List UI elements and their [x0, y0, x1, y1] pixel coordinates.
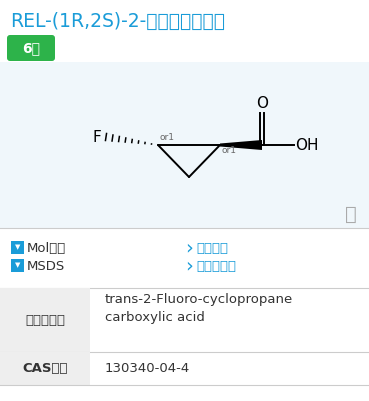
Text: ›: › [185, 239, 193, 257]
Bar [11, 259, 24, 272]
Text: OH: OH [295, 138, 318, 152]
Bar [11, 241, 24, 254]
Text: CAS号：: CAS号： [22, 362, 68, 375]
Text: REL-(1R,2S)-2-氟代环丙烷缧酸: REL-(1R,2S)-2-氟代环丙烷缧酸 [10, 12, 225, 31]
Text: 化学性质: 化学性质 [196, 241, 228, 255]
Text: carboxylic acid: carboxylic acid [105, 312, 205, 324]
Text: 国外供应商: 国外供应商 [196, 259, 236, 273]
Text: MSDS: MSDS [27, 259, 65, 273]
Text: ▼: ▼ [15, 245, 20, 251]
Text: 英文名称：: 英文名称： [25, 314, 65, 326]
Text: or1: or1 [221, 146, 236, 155]
Text: Mol下载: Mol下载 [27, 241, 66, 255]
Text: ▼: ▼ [15, 263, 20, 269]
Bar [0, 62, 369, 228]
Text: or1: or1 [160, 133, 175, 142]
Text: 6级: 6级 [22, 41, 40, 55]
Text: F: F [92, 130, 101, 144]
Bar [0, 352, 90, 385]
Polygon shape [220, 140, 262, 150]
Text: trans-2-Fluoro-cyclopropane: trans-2-Fluoro-cyclopropane [105, 294, 293, 306]
Text: ⌕: ⌕ [345, 205, 357, 223]
Text: ›: › [185, 257, 193, 275]
Bar [0, 288, 90, 352]
Text: 130340-04-4: 130340-04-4 [105, 362, 190, 375]
Text: O: O [256, 96, 268, 111]
FancyBboxPatch shape [7, 35, 55, 61]
